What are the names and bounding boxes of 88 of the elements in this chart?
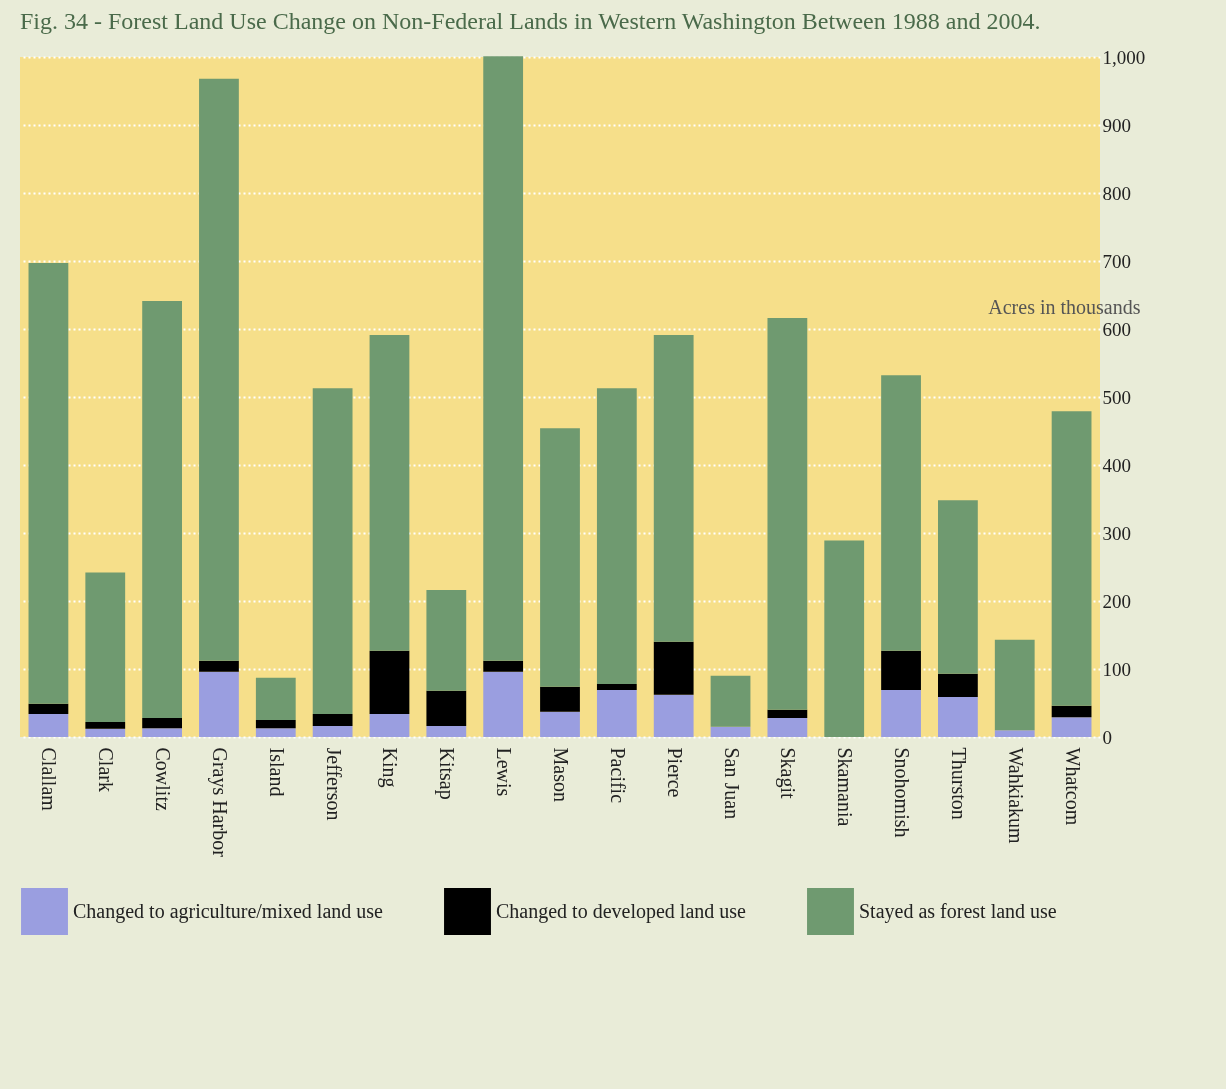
bar — [312, 726, 353, 737]
bar — [596, 388, 637, 684]
legend-label: Stayed as forest land use — [859, 899, 1057, 923]
y-tick-label: 0 — [1102, 726, 1112, 748]
y-tick-label: 800 — [1102, 182, 1131, 204]
bar — [255, 677, 296, 720]
x-tick-label: Cowlitz — [152, 747, 175, 811]
bar — [483, 56, 524, 661]
bar — [938, 673, 978, 697]
y-tick-label: 900 — [1102, 114, 1131, 136]
bar — [85, 572, 126, 723]
bar — [255, 728, 296, 737]
bar — [824, 540, 865, 737]
x-tick-label: Lewis — [493, 747, 516, 797]
legend-label: Changed to developed land use — [496, 899, 747, 923]
y-tick-label: 100 — [1102, 658, 1131, 680]
x-tick-label: Kitsap — [435, 747, 459, 800]
bar — [369, 335, 410, 651]
bar — [312, 388, 353, 714]
bar — [426, 590, 467, 691]
bar — [142, 728, 182, 737]
bar — [596, 690, 637, 737]
y-tick-label: 300 — [1102, 522, 1131, 544]
bar — [199, 660, 239, 672]
bar — [540, 686, 580, 712]
y-tick-label: 700 — [1102, 250, 1131, 272]
bar — [596, 683, 637, 691]
y-axis-title: Acres in thousands — [988, 295, 1141, 318]
bar — [653, 335, 694, 642]
bar — [369, 713, 410, 737]
bar — [28, 713, 69, 737]
bar — [369, 650, 410, 714]
bar — [938, 500, 978, 674]
bar — [881, 650, 921, 691]
bar — [767, 318, 808, 710]
bar — [142, 717, 182, 729]
bar — [28, 703, 69, 714]
bar — [85, 722, 126, 729]
bar — [881, 375, 921, 651]
bar — [483, 660, 524, 672]
y-tick-label: 600 — [1102, 318, 1131, 340]
x-tick-label: Pierce — [663, 747, 686, 798]
x-tick-label: Whatcom — [1061, 747, 1084, 826]
x-tick-label: San Juan — [720, 747, 743, 820]
y-tick-label: 200 — [1102, 590, 1131, 612]
bar — [255, 720, 296, 729]
bar — [994, 730, 1035, 737]
bar — [653, 641, 694, 695]
bar — [540, 428, 580, 687]
bar — [426, 690, 467, 727]
bar — [938, 696, 978, 737]
bar — [28, 263, 69, 704]
bar — [1051, 411, 1092, 706]
x-tick-label: King — [378, 747, 402, 788]
bar — [540, 711, 580, 737]
bar — [199, 78, 239, 661]
bar — [1051, 717, 1092, 737]
x-tick-label: Clallam — [38, 747, 61, 812]
bar — [767, 717, 808, 737]
x-tick-label: Pacific — [606, 747, 629, 804]
x-tick-label: Wahkiakum — [1004, 747, 1027, 845]
x-tick-label: Mason — [550, 747, 572, 802]
x-tick-label: Skagit — [776, 747, 800, 800]
bar — [483, 671, 524, 737]
x-tick-label: Island — [265, 747, 288, 797]
bar — [199, 671, 239, 737]
bar — [312, 713, 353, 727]
bar — [710, 726, 751, 737]
bar — [426, 726, 467, 737]
bar — [994, 639, 1035, 731]
chart-title: Fig. 34 - Forest Land Use Change on Non-Federal Lands in Western Washington Between 1988 and 2004. — [20, 8, 1041, 34]
bar — [1051, 705, 1092, 718]
bar — [710, 675, 751, 727]
bar — [85, 728, 126, 737]
x-tick-label: Snohomish — [891, 747, 914, 838]
y-tick-label: 500 — [1102, 386, 1131, 408]
bar — [653, 694, 694, 737]
y-tick-label: 1,000 — [1102, 46, 1146, 68]
legend-label: Changed to agriculture/mixed land use — [73, 899, 384, 923]
x-tick-label: Grays Harbor — [207, 747, 231, 858]
bar — [142, 301, 182, 718]
x-tick-label: Jefferson — [322, 747, 345, 821]
bar — [881, 690, 921, 737]
y-tick-label: 400 — [1102, 454, 1131, 476]
x-tick-label: Clark — [95, 747, 118, 792]
x-tick-label: Skamania — [834, 747, 857, 827]
bar — [767, 709, 808, 718]
x-tick-label: Thurston — [947, 747, 970, 820]
